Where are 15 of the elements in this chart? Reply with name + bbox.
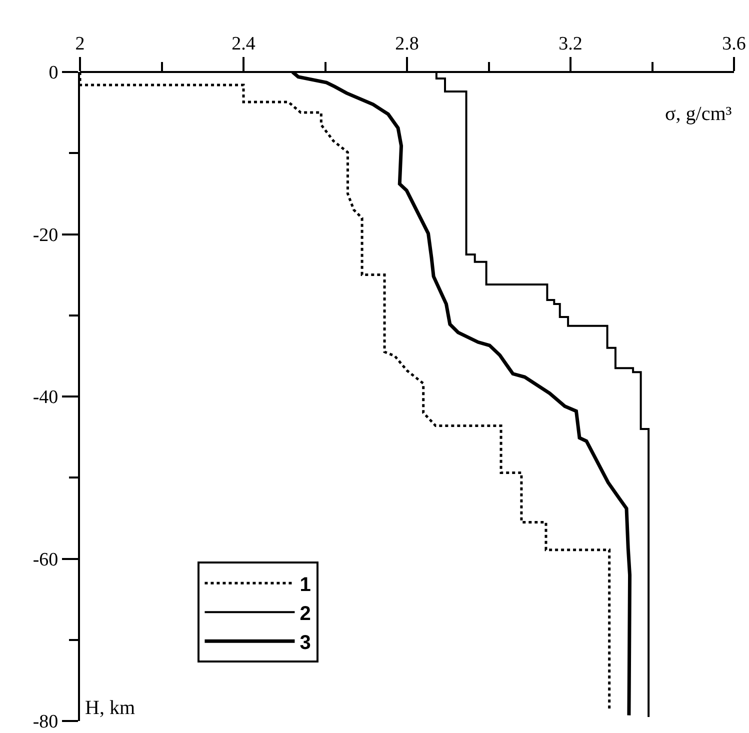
- x-tick-label: 3.6: [722, 33, 746, 54]
- x-tick-label: 2: [75, 33, 85, 54]
- y-tick-label: -80: [32, 712, 58, 733]
- x-axis-title: σ, g/cm³: [665, 103, 732, 125]
- y-tick-label: -20: [32, 224, 58, 246]
- y-tick-label: -60: [32, 549, 58, 570]
- legend-label: 1: [300, 574, 311, 596]
- legend-label: 3: [300, 632, 311, 654]
- y-tick-label: -40: [32, 387, 58, 408]
- x-tick-label: 2.8: [395, 33, 419, 54]
- y-tick-label: 0: [48, 62, 58, 84]
- legend-label: 2: [300, 602, 311, 625]
- y-axis-title: H, km: [85, 697, 136, 719]
- x-tick-label: 3.2: [558, 33, 582, 54]
- x-tick-label: 2.4: [232, 33, 256, 54]
